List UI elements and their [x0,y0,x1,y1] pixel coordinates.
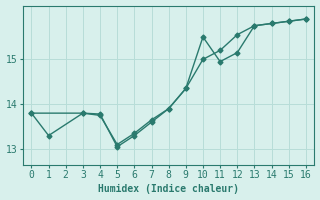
X-axis label: Humidex (Indice chaleur): Humidex (Indice chaleur) [98,184,239,194]
